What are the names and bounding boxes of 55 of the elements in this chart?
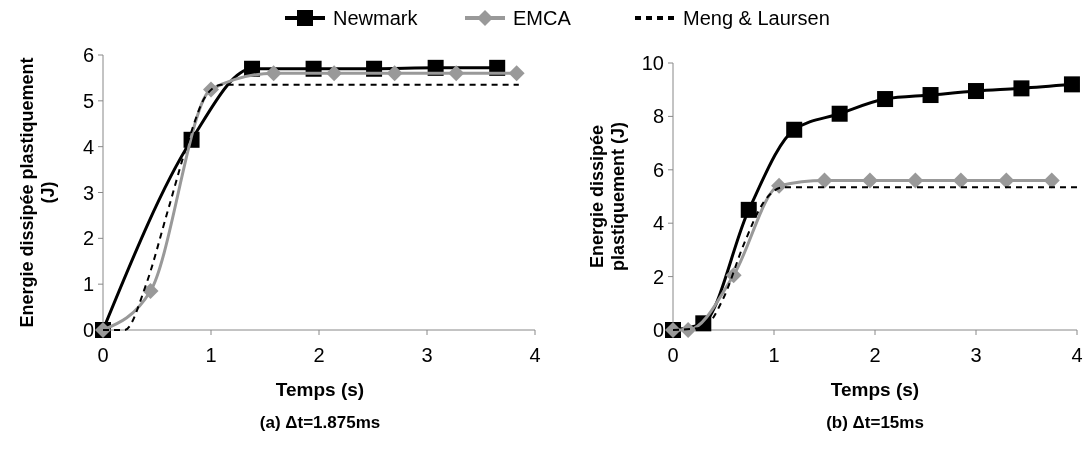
point (265, 65, 282, 82)
point (998, 172, 1015, 189)
text: (b) Δt=15ms (826, 413, 924, 432)
point (831, 105, 848, 122)
y-tick-label: 6 (652, 158, 664, 181)
point (448, 65, 465, 82)
x-tick-label: 4 (1071, 344, 1083, 366)
point (786, 121, 803, 138)
point (968, 83, 984, 100)
x-tick-label: 3 (421, 344, 433, 366)
point (907, 172, 924, 189)
point (680, 322, 697, 338)
x-tick-label: 0 (667, 344, 679, 366)
y-tick-label: 0 (652, 319, 664, 341)
legend-label: EMCA (513, 7, 572, 29)
x-tick-label: 1 (768, 344, 780, 366)
x-tick-label: 2 (869, 344, 881, 366)
y-tick-label: 6 (82, 44, 94, 66)
y-axis-title: Energie dissipée plastiquement (J) (16, 56, 59, 330)
y-tick-label: 10 (641, 52, 664, 74)
point (952, 172, 969, 189)
y-tick-label: 4 (652, 212, 664, 235)
point (142, 283, 159, 300)
y-tick-label: 2 (82, 227, 94, 250)
point (508, 65, 525, 82)
y-tick-label: 1 (82, 273, 94, 296)
text: (a) Δt=1.875ms (259, 413, 381, 432)
legend-label: Newmark (333, 7, 419, 29)
y-axis-title: Energie dissipée plastiquement (J) (586, 121, 629, 273)
y-tick-label: 2 (652, 265, 664, 288)
point (1013, 80, 1030, 97)
x-tick-label: 0 (97, 344, 109, 366)
point (877, 91, 894, 108)
legend-label: Meng & Laursen (683, 7, 830, 29)
x-axis-title: Temps (s) (830, 379, 920, 400)
point (861, 172, 878, 189)
x-tick-label: 2 (313, 344, 325, 366)
x-axis-title: Temps (s) (275, 379, 365, 400)
y-tick-label: 5 (82, 89, 94, 112)
point (922, 87, 939, 104)
x-tick-label: 3 (970, 344, 982, 366)
point (771, 177, 788, 194)
y-tick-label: 3 (82, 181, 94, 204)
y-tick-label: 4 (82, 135, 94, 158)
point (740, 201, 757, 218)
y-tick-label: 0 (82, 319, 94, 341)
point (1063, 76, 1080, 93)
point (1043, 172, 1060, 189)
point (816, 172, 833, 189)
y-tick-label: 8 (652, 105, 664, 128)
point (386, 65, 403, 82)
point (326, 65, 343, 82)
point (725, 267, 742, 284)
x-tick-label: 4 (529, 344, 541, 366)
x-tick-label: 1 (205, 344, 217, 366)
